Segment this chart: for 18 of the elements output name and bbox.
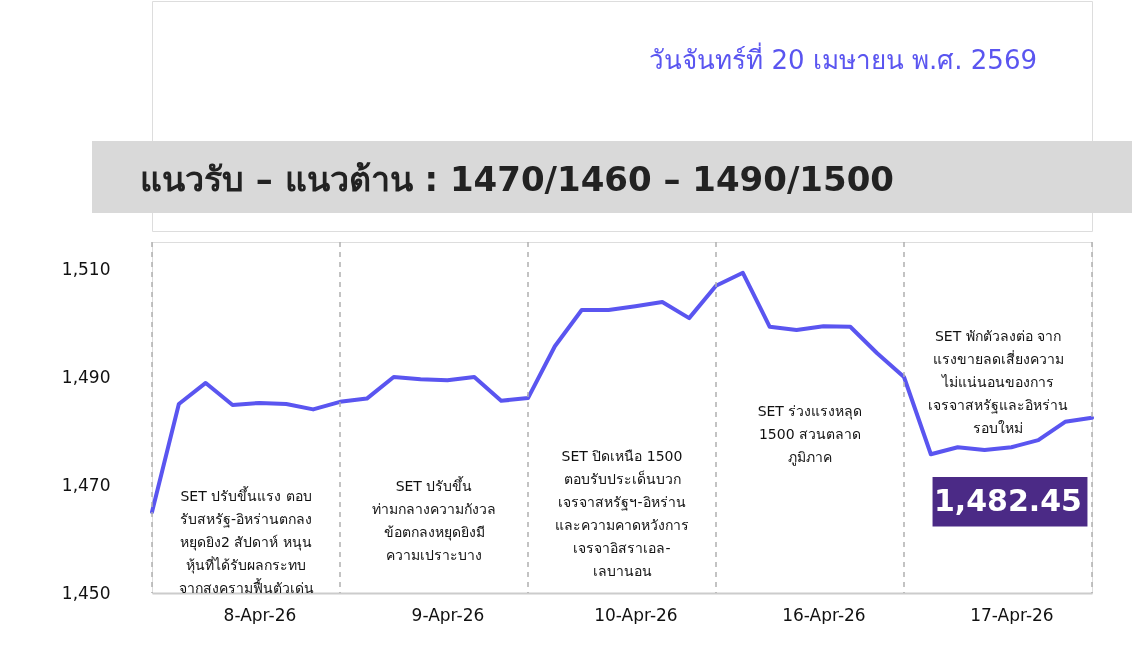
annotation: SET ปรับขึ้น ท่ามกลางความกังวล ข้อตกลงหยุดยิงมี ความเปราะบาง [372,476,496,563]
annotation: SET พักตัวลงต่อ จาก แรงขายลดเสี่ยงความ ไม่แน่นอนของการ เจรจาสหรัฐและอิหร่าน รอบใหม่ [928,328,1068,436]
annotation: SET ร่วงแรงหลุด 1500 สวนตลาด ภูมิภาค [757,403,863,466]
x-tick-label: 17-Apr-26 [970,604,1054,625]
annotation: SET ปรับขึ้นแรง ตอบ รับสหรัฐ-อิหร่านตกลง หยุดยิง2 สัปดาห์ หนุน หุ้นที่ได้รับผลกระทบ จากสงครามฟื้นตัวเด่น [178,486,314,596]
chart-title: แนวรับ – แนวต้าน : 1470/1460 – 1490/1500 [140,159,894,199]
y-tick-label: 1,470 [61,474,111,495]
annotation: 1,482.45 [933,482,1082,518]
x-tick-label: 9-Apr-26 [411,604,485,625]
chart-subtitle: วันจันทร์ที่ 20 เมษายน พ.ศ. 2569 [649,42,1037,75]
y-tick-label: 1,450 [61,582,111,603]
x-tick-label: 16-Apr-26 [782,604,866,625]
line-series [150,270,1094,514]
annotation: SET ปิดเหนือ 1500 ตอบรับประเด็นบวก เจรจาสหรัฐฯ-อิหร่าน และความคาดหวังการ เจรจาอิสราเอล- เลบานอน [555,448,689,579]
y-tick-label: 1,490 [61,366,111,387]
x-tick-label: 10-Apr-26 [594,604,678,625]
y-tick-label: 1,510 [61,258,111,279]
x-tick-label: 8-Apr-26 [223,604,297,625]
